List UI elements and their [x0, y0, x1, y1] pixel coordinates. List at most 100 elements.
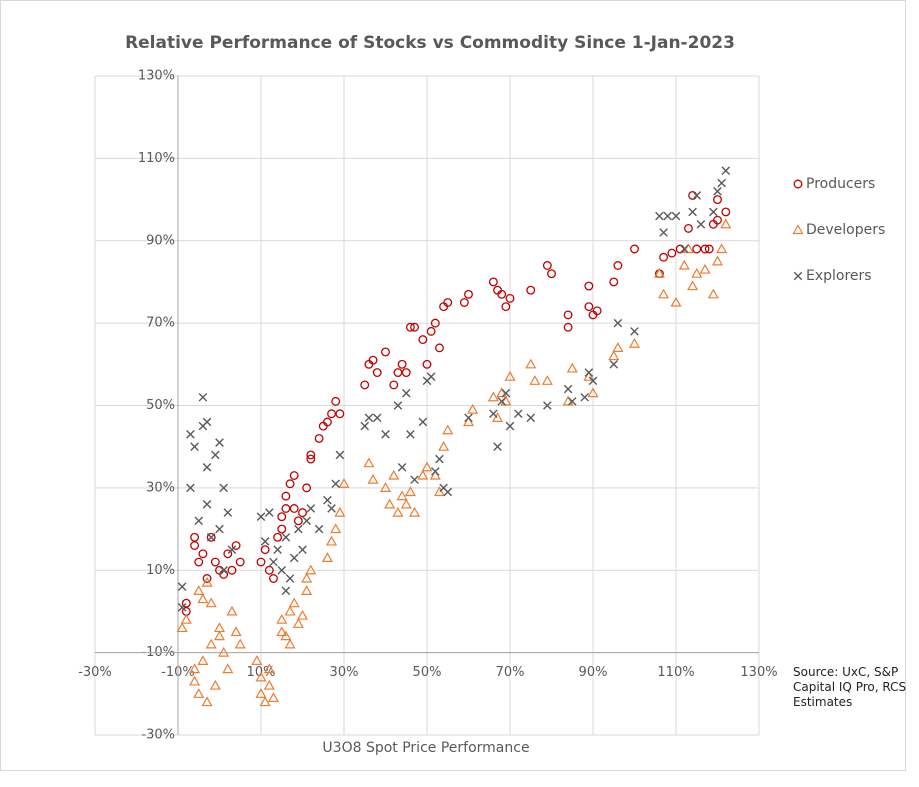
data-point: [205, 638, 217, 649]
data-point: [630, 244, 639, 254]
data-point: [372, 413, 382, 423]
data-point: [202, 417, 212, 427]
data-point: [713, 195, 722, 205]
data-point: [443, 487, 453, 497]
data-point: [409, 506, 421, 517]
data-point: [401, 368, 411, 377]
data-point: [653, 267, 665, 278]
data-point: [269, 574, 278, 583]
data-point: [293, 516, 303, 526]
data-point: [430, 318, 440, 328]
data-point: [630, 327, 639, 336]
data-point: [321, 552, 333, 562]
data-point: [223, 549, 233, 559]
data-point: [284, 605, 296, 616]
data-point: [406, 430, 415, 439]
data-point: [213, 630, 226, 641]
data-point: [696, 219, 706, 229]
data-point: [177, 603, 187, 612]
x-tick-label: 30%: [330, 665, 359, 680]
data-point: [717, 178, 726, 188]
data-point: [567, 397, 577, 406]
data-point: [335, 409, 345, 419]
data-point: [260, 545, 270, 555]
data-point: [189, 663, 201, 674]
data-point: [235, 557, 245, 567]
data-point: [426, 372, 436, 381]
data-point: [292, 618, 304, 628]
data-point: [197, 655, 209, 665]
data-point: [396, 490, 408, 501]
data-point: [566, 362, 578, 373]
data-point: [381, 430, 390, 439]
data-point: [613, 261, 623, 270]
legend-marker: [793, 179, 803, 189]
data-point: [330, 523, 342, 534]
data-point: [263, 663, 275, 674]
data-point: [504, 370, 516, 381]
data-point: [680, 244, 689, 254]
data-point: [659, 252, 668, 262]
x-tick-label: 90%: [579, 665, 608, 680]
data-point: [202, 462, 212, 472]
data-point: [314, 524, 324, 534]
data-point: [659, 228, 668, 237]
x-tick-label: 110%: [657, 665, 694, 680]
x-axis-label: U3O8 Spot Price Performance: [322, 740, 529, 756]
legend-label: Explorers: [806, 268, 872, 284]
data-point: [193, 688, 205, 698]
data-point: [426, 326, 436, 336]
data-point: [678, 259, 690, 270]
data-point: [687, 280, 699, 291]
data-point: [721, 166, 731, 176]
y-tick-label: 30%: [146, 480, 175, 495]
data-point: [193, 585, 205, 595]
data-point: [379, 482, 392, 492]
data-point: [198, 549, 208, 559]
data-point: [709, 207, 718, 217]
data-point: [613, 318, 623, 328]
data-point: [464, 413, 473, 423]
data-point: [302, 516, 311, 526]
data-point: [688, 207, 697, 217]
data-point: [547, 269, 556, 279]
data-point: [289, 504, 299, 513]
data-point: [215, 524, 224, 534]
data-point: [462, 416, 475, 427]
x-tick-label: 130%: [740, 665, 777, 680]
data-point: [397, 462, 407, 472]
data-point: [584, 281, 594, 291]
data-point: [302, 483, 312, 493]
data-point: [260, 537, 270, 546]
legend-marker: [792, 224, 804, 235]
data-point: [699, 263, 711, 274]
data-point: [584, 302, 594, 312]
data-point: [716, 243, 728, 254]
data-point: [335, 450, 345, 460]
data-point: [388, 469, 400, 480]
data-point: [281, 586, 291, 596]
data-point: [201, 576, 213, 587]
data-point: [327, 504, 336, 513]
legend-label: Producers: [806, 176, 875, 192]
data-point: [707, 288, 719, 299]
data-point: [227, 545, 237, 554]
data-point: [562, 395, 574, 406]
data-point: [363, 457, 375, 468]
y-tick-label: 90%: [146, 233, 175, 248]
source-note: Source: UxC, S&P Capital IQ Pro, RCS Est…: [793, 665, 907, 709]
data-point: [580, 392, 589, 402]
data-point: [584, 368, 594, 377]
data-point: [692, 244, 702, 254]
data-point: [231, 541, 241, 550]
data-point: [209, 679, 221, 690]
data-point: [500, 395, 512, 406]
data-point: [323, 495, 332, 505]
data-point: [404, 486, 416, 497]
data-point: [176, 622, 188, 633]
data-point: [418, 417, 428, 427]
data-point: [367, 473, 379, 484]
data-point: [700, 244, 710, 254]
data-point: [381, 347, 390, 357]
data-point: [180, 613, 192, 624]
